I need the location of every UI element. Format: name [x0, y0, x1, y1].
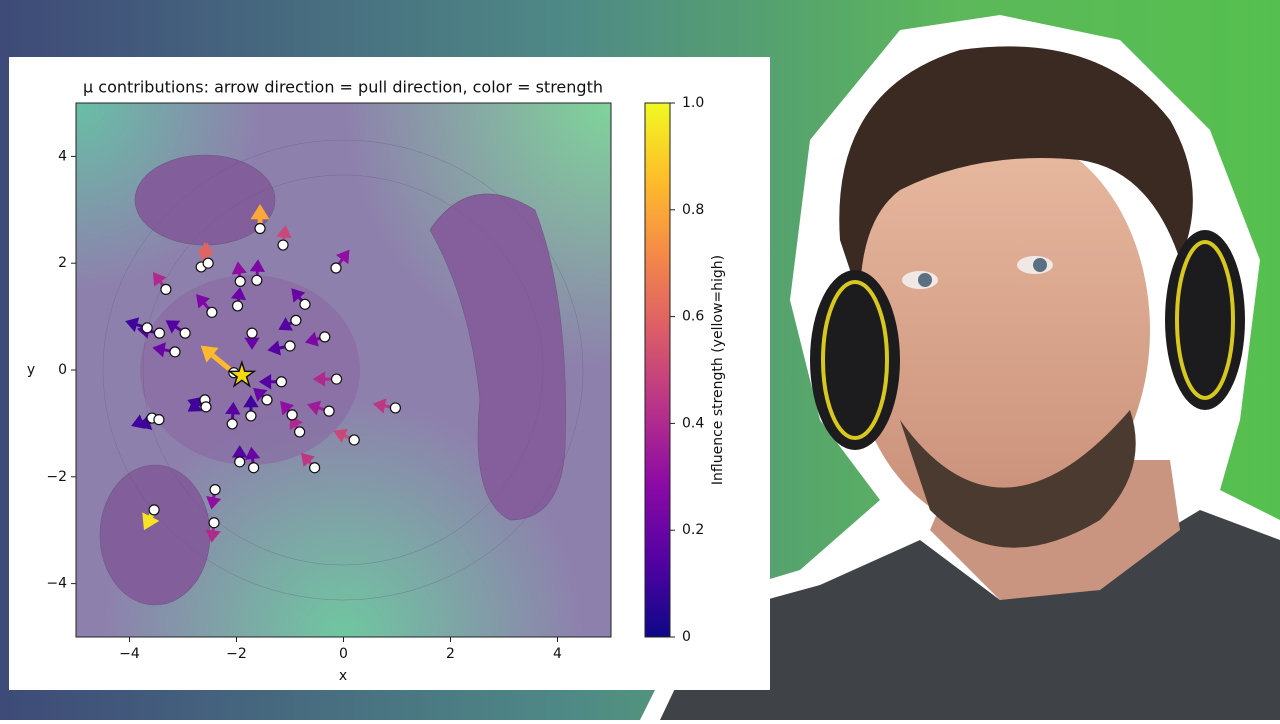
colorbar-tick-label: 1.0 [682, 95, 704, 111]
point [153, 414, 165, 426]
point [290, 314, 302, 326]
point [323, 405, 335, 417]
point [254, 222, 266, 235]
x-tick-label: −4 [119, 646, 140, 662]
y-tick-label: 4 [58, 148, 67, 164]
colorbar [645, 103, 670, 637]
point [141, 322, 153, 334]
contour-background [76, 103, 611, 637]
point [200, 401, 212, 413]
point [209, 484, 221, 496]
point [234, 275, 246, 287]
colorbar-tick-label: 0 [682, 629, 691, 645]
chart-title: μ contributions: arrow direction = pull … [83, 78, 603, 97]
point [330, 373, 343, 385]
point [226, 418, 238, 430]
point [284, 340, 296, 352]
point [202, 257, 214, 269]
point [348, 434, 360, 446]
x-axis-label: x [339, 668, 347, 684]
point [330, 262, 342, 274]
point [309, 462, 321, 474]
point [277, 239, 289, 251]
x-tick-label: −2 [226, 646, 247, 662]
point [153, 327, 166, 339]
point [275, 376, 288, 388]
point [248, 462, 260, 474]
point [389, 402, 401, 414]
colorbar-label: Influence strength (yellow=high) [710, 255, 726, 485]
point [179, 327, 191, 339]
x-tick-label: 4 [553, 646, 562, 662]
point [245, 410, 257, 422]
colorbar-tick-label: 0.6 [682, 309, 704, 325]
colorbar-tick-label: 0.2 [682, 522, 704, 538]
point [208, 517, 220, 529]
y-tick-label: −2 [46, 469, 67, 485]
point [160, 283, 172, 295]
point [319, 331, 331, 343]
point [251, 274, 263, 286]
point [206, 306, 218, 318]
point [261, 394, 273, 406]
point [294, 426, 306, 438]
x-tick-label: 0 [339, 646, 348, 662]
colorbar-tick-label: 0.8 [682, 202, 704, 218]
point [299, 298, 311, 310]
mu-star [227, 359, 257, 388]
point [234, 456, 246, 468]
x-tick-label: 2 [446, 646, 455, 662]
person [640, 15, 1280, 720]
point [246, 327, 258, 339]
point [231, 300, 244, 312]
y-axis-label: y [27, 362, 35, 378]
y-tick-label: 0 [58, 362, 67, 378]
colorbar-tick-label: 0.4 [682, 415, 704, 431]
point [286, 409, 298, 421]
point [169, 346, 181, 358]
colorbar-frame [644, 102, 671, 638]
point [148, 504, 160, 516]
y-tick-label: −4 [46, 576, 67, 592]
y-tick-label: 2 [58, 255, 67, 271]
